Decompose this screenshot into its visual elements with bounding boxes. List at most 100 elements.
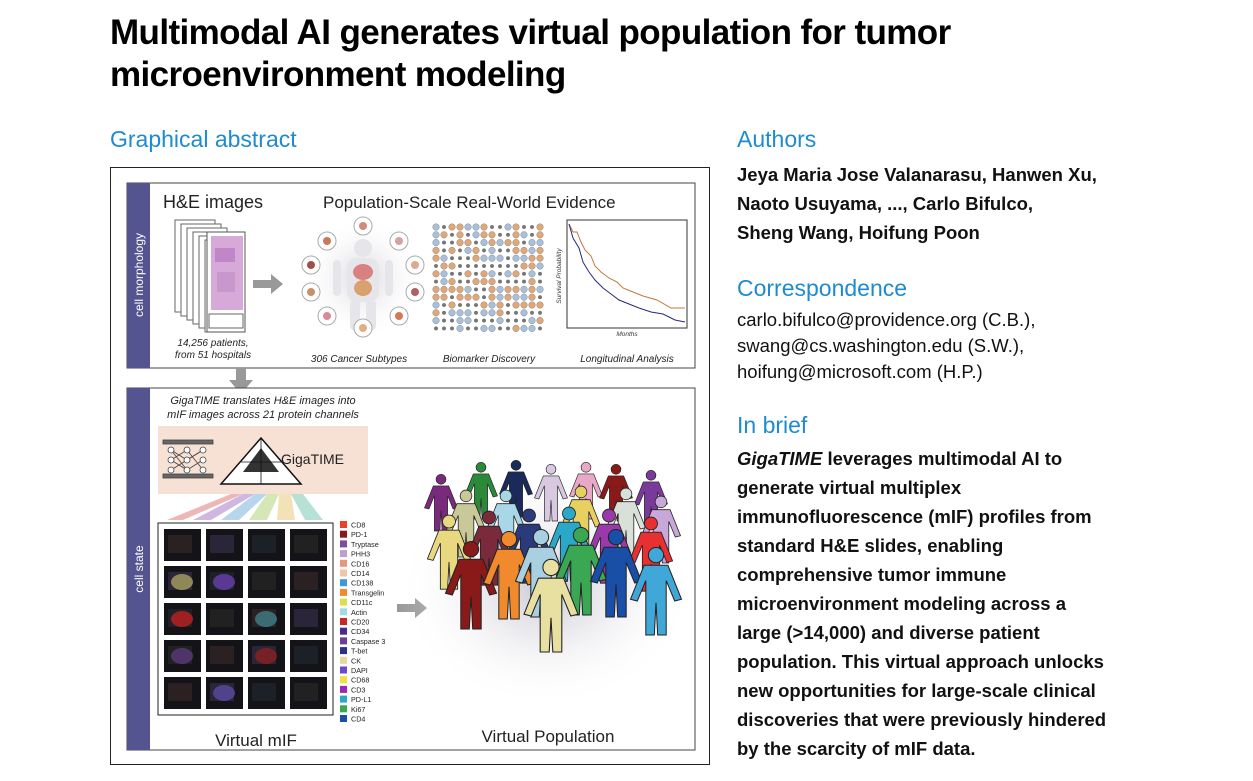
channel-swatch xyxy=(340,656,347,664)
biomarker-dot xyxy=(464,285,472,293)
biomarker-dot xyxy=(520,301,528,309)
biomarker-dot xyxy=(440,293,448,301)
in-brief-line-4: standard H&E slides, enabling xyxy=(737,535,1004,556)
biomarker-dot xyxy=(496,317,504,325)
biomarker-dot xyxy=(482,295,486,300)
biomarker-dot xyxy=(440,270,448,278)
biomarker-dot xyxy=(458,256,462,261)
side-label-bottom: cell state xyxy=(132,545,146,593)
he-images-title: H&E images xyxy=(163,192,263,212)
mif-tiles xyxy=(164,529,327,709)
biomarker-dot xyxy=(488,246,496,254)
biomarker-dot xyxy=(538,279,542,284)
biomarker-dot xyxy=(440,231,448,239)
biomarker-dot xyxy=(442,318,446,323)
channel-legend-label: Ki67 xyxy=(351,705,365,714)
in-brief-line-6: microenvironment modeling across a xyxy=(737,593,1066,614)
correspondence-email-2[interactable]: swang@cs.washington.edu (S.W.), xyxy=(737,335,1025,356)
biomarker-dot xyxy=(480,309,488,317)
biomarker-dot xyxy=(496,309,504,317)
biomarker-dot xyxy=(530,225,534,229)
biomarker-dot xyxy=(456,293,464,301)
biomarker-dot xyxy=(506,264,510,268)
biomarker-dot xyxy=(456,239,464,247)
biomarker-dot xyxy=(522,279,526,284)
biomarker-dot xyxy=(522,240,526,245)
biomarker-dot xyxy=(512,246,520,254)
biomarker-dot xyxy=(432,285,440,293)
biomarker-dot xyxy=(480,223,488,231)
biomarker-dot xyxy=(498,279,502,284)
channel-swatch xyxy=(340,569,347,577)
biomarker-dot xyxy=(432,231,440,239)
biomarker-dot-matrix xyxy=(431,222,545,334)
correspondence-email-3[interactable]: hoifung@microsoft.com (H.P.) xyxy=(737,361,983,382)
biomarker-dot xyxy=(442,225,446,229)
in-brief-line-3: immunofluorescence (mIF) profiles from xyxy=(737,506,1092,527)
channel-legend-label: CK xyxy=(351,656,361,665)
channel-legend-label: Caspase 3 xyxy=(351,637,385,646)
biomarker-dot xyxy=(442,240,446,245)
biomarker-dot xyxy=(488,239,496,247)
biomarker-dot xyxy=(480,278,488,286)
biomarker-dot xyxy=(528,301,536,309)
biomarker-dot xyxy=(528,270,536,278)
biomarker-dot xyxy=(504,293,512,301)
biomarker-dot xyxy=(514,279,518,284)
channel-legend-label: CD14 xyxy=(351,569,369,578)
biomarker-dot xyxy=(536,231,544,239)
survival-axis-label: Survival Probability xyxy=(556,248,563,304)
biomarker-dot xyxy=(480,301,488,309)
biomarker-dot xyxy=(496,239,504,247)
biomarker-dot xyxy=(496,293,504,301)
biomarker-dot xyxy=(496,285,504,293)
biomarker-dot xyxy=(504,223,512,231)
channel-swatch xyxy=(340,627,347,635)
biomarker-dot xyxy=(480,254,488,262)
channel-legend-label: CD11c xyxy=(351,598,373,607)
biomarker-dot xyxy=(506,232,510,237)
virtual-population-illustration xyxy=(396,460,696,708)
biomarker-dot xyxy=(450,240,454,245)
biomarker-dot xyxy=(474,326,478,331)
biomarker-dot xyxy=(498,248,502,253)
rwe-title: Population-Scale Real-World Evidence xyxy=(323,193,616,212)
biomarker-dot xyxy=(488,301,496,309)
channel-swatch xyxy=(340,647,347,655)
biomarker-label: Biomarker Discovery xyxy=(443,354,536,365)
gigatime-model-label: GigaTIME xyxy=(281,451,344,467)
biomarker-dot xyxy=(472,231,480,239)
authors-list: Jeya Maria Jose Valanarasu, Hanwen Xu, N… xyxy=(737,160,1137,247)
biomarker-dot xyxy=(506,318,510,323)
patients-line1: 14,256 patients, xyxy=(177,338,248,349)
channel-swatch xyxy=(340,540,347,548)
person-figure xyxy=(534,464,568,522)
biomarker-dot xyxy=(432,239,440,247)
biomarker-dot xyxy=(512,285,520,293)
channel-legend-label: Actin xyxy=(351,608,367,617)
channel-swatch xyxy=(340,579,347,587)
person-figure xyxy=(589,528,643,618)
biomarker-dot xyxy=(458,248,462,253)
translate-line1: GigaTIME translates H&E images into xyxy=(170,395,355,407)
authors-line-3: Sheng Wang, Hoifung Poon xyxy=(737,222,980,243)
correspondence-email-1[interactable]: carlo.bifulco@providence.org (C.B.), xyxy=(737,309,1036,330)
biomarker-dot xyxy=(506,256,510,261)
biomarker-dot xyxy=(512,231,520,239)
biomarker-dot xyxy=(458,264,462,268)
biomarker-dot xyxy=(490,225,494,229)
biomarker-dot xyxy=(528,246,536,254)
channel-legend-label: PD-L1 xyxy=(351,695,371,704)
survival-curve-plot xyxy=(566,219,688,329)
biomarker-dot xyxy=(522,318,526,323)
graphical-abstract-figure: cell morphology H&E images Population-Sc… xyxy=(110,167,710,765)
biomarker-dot xyxy=(464,317,472,325)
biomarker-dot xyxy=(472,254,480,262)
person-figure xyxy=(426,514,472,590)
in-brief-line-2: generate virtual multiplex xyxy=(737,477,962,498)
biomarker-dot xyxy=(482,287,486,292)
correspondence-list: carlo.bifulco@providence.org (C.B.), swa… xyxy=(737,307,1157,385)
biomarker-dot xyxy=(464,293,472,301)
channel-legend-label: CD34 xyxy=(351,627,369,636)
biomarker-dot xyxy=(464,309,472,317)
